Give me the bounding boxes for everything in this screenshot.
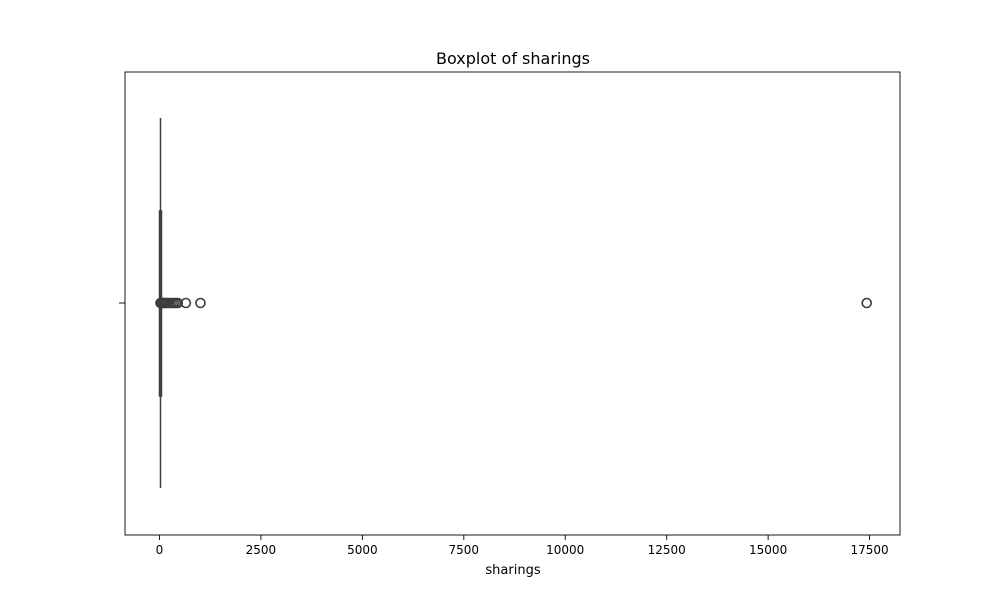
x-axis-label: sharings: [485, 563, 540, 578]
x-tick-label: 10000: [546, 543, 584, 557]
x-tick-label: 5000: [347, 543, 378, 557]
x-axis: 0 2500 5000 7500 10000 12500 15000 17500: [156, 535, 889, 557]
plot-area: [155, 118, 873, 488]
outlier-point: [861, 297, 873, 309]
x-tick-label: 15000: [749, 543, 787, 557]
chart-title: Boxplot of sharings: [436, 49, 590, 68]
outlier-point: [195, 297, 206, 309]
x-tick-label: 12500: [648, 543, 686, 557]
plot-frame: [124, 71, 901, 536]
outlier-point: [172, 297, 184, 309]
x-tick-label: 2500: [246, 543, 277, 557]
x-tick-label: 0: [156, 543, 164, 557]
outlier-point: [180, 297, 192, 309]
x-tick-label: 7500: [449, 543, 480, 557]
x-tick-label: 17500: [850, 543, 888, 557]
